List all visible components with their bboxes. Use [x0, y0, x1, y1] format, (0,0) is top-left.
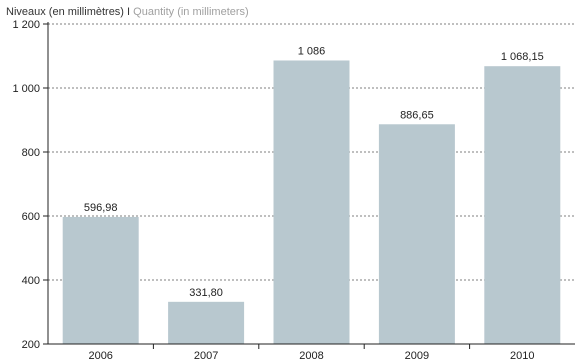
chart-title-fr: Niveaux (en millimètres) — [6, 6, 124, 18]
y-tick-label: 200 — [22, 339, 40, 351]
data-label-2006: 596,98 — [84, 202, 118, 214]
x-tick-label: 2006 — [88, 350, 112, 362]
chart-title-en: Quantity (in millimeters) — [133, 6, 249, 18]
data-label-2007: 331,80 — [189, 287, 223, 299]
x-tick-label: 2008 — [299, 350, 323, 362]
y-tick-label: 600 — [22, 211, 40, 223]
x-axis-ticks: 2006 2007 2008 2009 2010 — [88, 344, 535, 362]
bar-2010 — [484, 66, 561, 344]
data-labels: 596,98 331,80 1 086 886,65 1 068,15 — [84, 45, 544, 298]
y-axis-ticks: 200 400 600 800 1 000 1 200 — [12, 19, 48, 351]
x-tick-label: 2010 — [510, 350, 534, 362]
data-label-2009: 886,65 — [400, 109, 434, 121]
chart-title: Niveaux (en millimètres) I Quantity (in … — [6, 6, 249, 18]
bar-2006 — [62, 216, 139, 344]
axes — [47, 22, 575, 345]
x-tick-label: 2009 — [405, 350, 429, 362]
y-tick-label: 1 000 — [12, 83, 40, 95]
y-tick-label: 400 — [22, 275, 40, 287]
data-label-2010: 1 068,15 — [501, 51, 544, 63]
x-tick-label: 2007 — [194, 350, 218, 362]
data-label-2008: 1 086 — [298, 45, 326, 57]
bar-2008 — [273, 60, 350, 344]
bar-2007 — [168, 301, 245, 344]
y-tick-label: 1 200 — [12, 19, 40, 31]
y-tick-label: 800 — [22, 147, 40, 159]
bar-2009 — [378, 124, 455, 344]
chart-title-separator: I — [127, 6, 131, 18]
bars — [62, 60, 561, 344]
